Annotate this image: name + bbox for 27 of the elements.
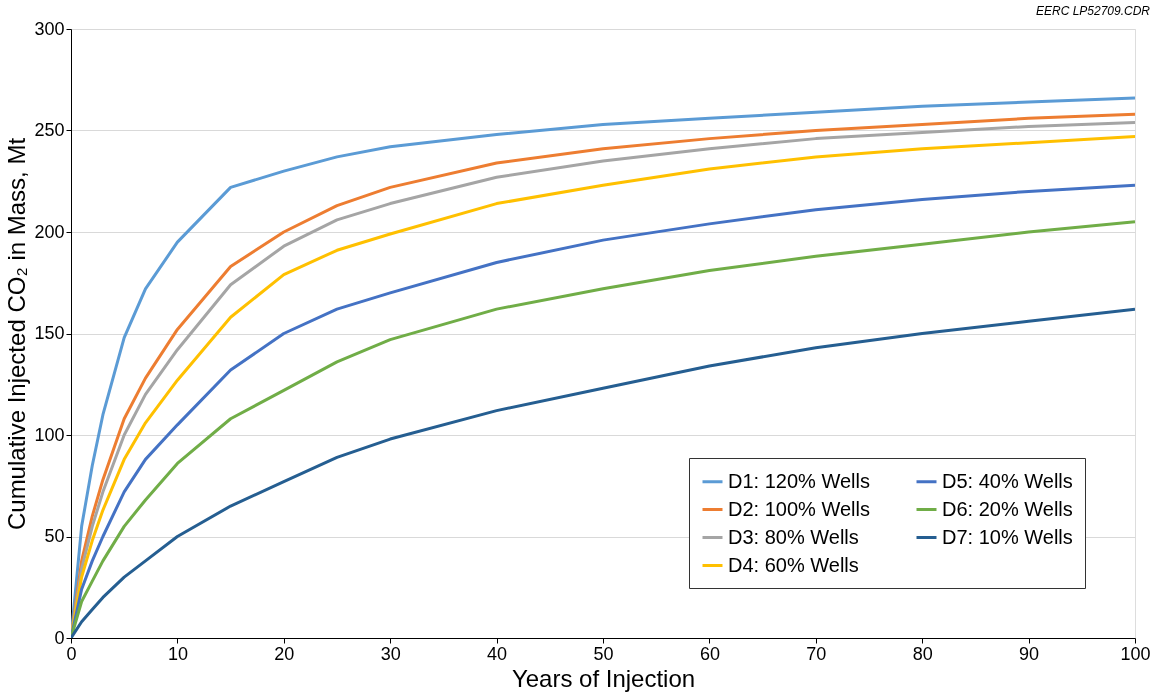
legend-label: D4: 60% Wells (728, 553, 859, 576)
y-tick-label: 250 (34, 120, 65, 140)
x-tick-label: 10 (167, 643, 188, 664)
x-tick-label: 100 (1120, 643, 1151, 664)
text: EERC LP52709.CDR (1035, 4, 1151, 18)
x-tick-label: 40 (487, 643, 508, 664)
x-tick-label: 60 (699, 643, 720, 664)
legend-label: D3: 80% Wells (728, 525, 859, 548)
y-tick-label: 200 (34, 221, 65, 242)
x-tick-label: 20 (274, 643, 295, 664)
y-tick-label: 300 (34, 18, 65, 39)
legend-label: D7: 10% Wells (942, 525, 1073, 548)
y-axis-title: Cumulative Injected CO₂ in Mass, Mt (3, 137, 31, 531)
x-tick-label: 80 (912, 643, 933, 664)
y-tick-label: 100 (34, 424, 65, 445)
x-tick-label: 30 (380, 643, 401, 664)
x-axis-title: Years of Injection (511, 664, 696, 692)
y-tick-label: 150 (34, 323, 65, 343)
legend-label: D1: 120% Wells (728, 469, 870, 492)
y-tick-label: 50 (44, 526, 65, 546)
legend-label: D2: 100% Wells (728, 497, 870, 520)
x-tick-label: 70 (806, 643, 827, 664)
legend-label: D5: 40% Wells (942, 469, 1073, 492)
x-tick-label: 50 (593, 643, 614, 664)
x-tick-label: 90 (1019, 643, 1040, 664)
legend-label: D6: 20% Wells (942, 497, 1073, 520)
y-tick-label: 0 (54, 627, 65, 648)
